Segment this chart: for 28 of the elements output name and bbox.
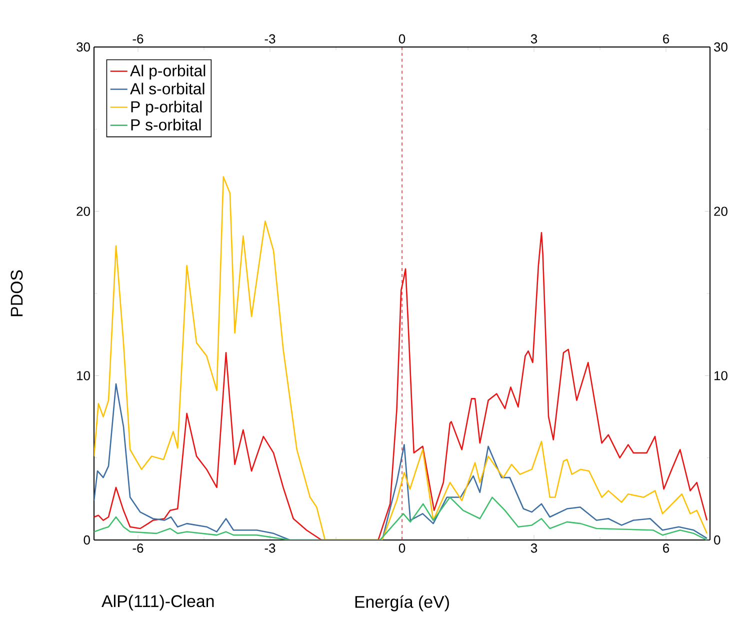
line-series xyxy=(94,496,708,540)
y-axis-title: PDOS xyxy=(10,270,23,316)
x-tick-label: 3 xyxy=(530,544,538,553)
x2-tick-label: 6 xyxy=(663,34,670,44)
x-tick-label: -6 xyxy=(132,544,144,553)
x2-tick-label: 3 xyxy=(530,34,538,44)
line-series xyxy=(94,176,708,540)
x-tick-label: -3 xyxy=(264,544,276,553)
legend-label: P p-orbital xyxy=(131,100,202,116)
x2-tick-label: -3 xyxy=(264,34,276,44)
legend-label: Al p-orbital xyxy=(130,64,206,80)
x-tick-label: 6 xyxy=(663,544,670,553)
line-series xyxy=(94,383,708,540)
x-axis-title: Energía (eV) xyxy=(355,595,449,612)
text: AlP(111)-Clean xyxy=(102,594,214,610)
legend-label: Al s-orbital xyxy=(130,82,204,94)
y-tick-label: 0 xyxy=(84,535,90,545)
y2-tick-label: 10 xyxy=(714,371,728,380)
legend-label: P s-orbital xyxy=(131,118,201,130)
y-tick-label: 30 xyxy=(76,42,90,52)
x-tick-label: 0 xyxy=(398,544,406,553)
y-tick-label: 10 xyxy=(77,371,90,380)
y2-tick-label: 30 xyxy=(714,42,728,52)
x2-tick-label: 0 xyxy=(398,34,406,44)
x2-tick-label: -6 xyxy=(132,34,144,44)
y2-tick-label: 0 xyxy=(714,535,720,545)
y2-tick-label: 20 xyxy=(714,206,728,216)
y-tick-label: 20 xyxy=(76,206,90,216)
